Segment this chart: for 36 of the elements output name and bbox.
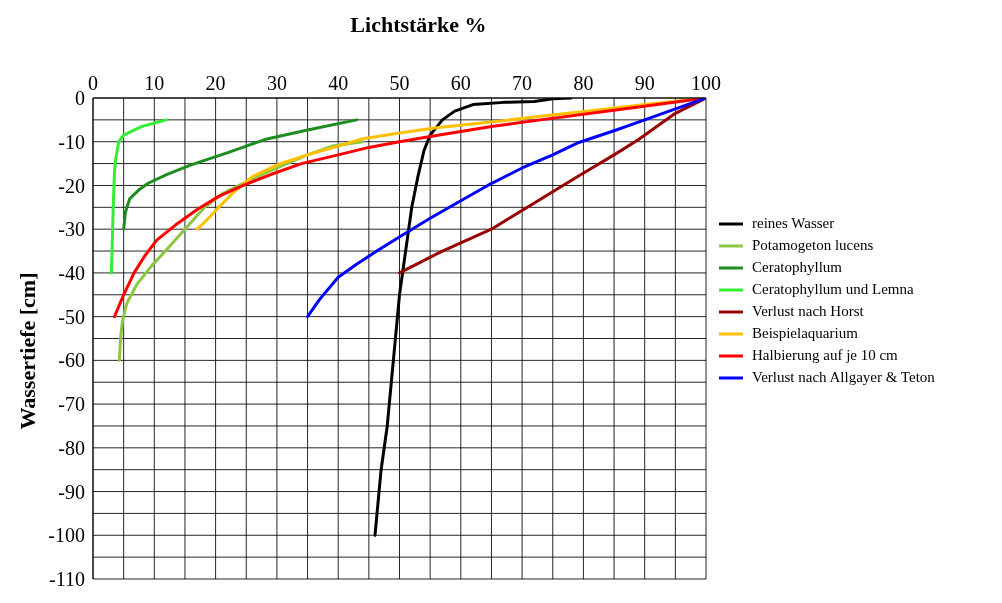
x-tick-label: 20 bbox=[205, 72, 226, 94]
legend-label: Halbierung auf je 10 cm bbox=[752, 347, 898, 364]
y-tick-label: -110 bbox=[49, 568, 85, 591]
legend-label: Potamogeton lucens bbox=[752, 237, 874, 254]
y-tick-label: -80 bbox=[58, 436, 85, 459]
y-tick-label: -40 bbox=[58, 262, 85, 285]
y-tick-label: -20 bbox=[58, 174, 85, 197]
x-tick-label: 60 bbox=[450, 72, 471, 94]
legend-label: Beispielaquarium bbox=[752, 325, 858, 342]
y-tick-label: -100 bbox=[48, 524, 85, 547]
legend-label: Ceratophyllum bbox=[752, 259, 842, 276]
legend-label: reines Wasser bbox=[752, 215, 835, 232]
legend-label: Ceratophyllum und Lemna bbox=[752, 281, 914, 298]
legend-label: Verlust nach Allgayer & Teton bbox=[752, 369, 935, 386]
y-tick-label: -90 bbox=[58, 480, 85, 503]
legend-label: Verlust nach Horst bbox=[752, 303, 864, 320]
x-tick-label: 100 bbox=[691, 72, 721, 94]
x-tick-label: 30 bbox=[266, 72, 287, 94]
x-tick-label: 50 bbox=[389, 72, 410, 94]
line-series bbox=[109, 118, 169, 275]
x-tick-label: 80 bbox=[573, 72, 594, 94]
y-tick-label: -60 bbox=[58, 349, 85, 372]
x-tick-label: 10 bbox=[144, 72, 165, 94]
y-tick-label: 0 bbox=[75, 87, 85, 110]
x-tick-label: 90 bbox=[634, 72, 655, 94]
line-series bbox=[306, 98, 706, 319]
y-tick-label: -30 bbox=[58, 218, 85, 241]
line-series bbox=[122, 118, 359, 231]
y-tick-label: -10 bbox=[58, 130, 85, 153]
line-series bbox=[398, 98, 706, 275]
y-axis-title: Wassertiefe [cm] bbox=[15, 271, 41, 432]
y-tick-label: -50 bbox=[58, 305, 85, 328]
x-tick-label: 40 bbox=[328, 72, 349, 94]
x-axis-title: Lichtstärke % bbox=[349, 12, 488, 38]
y-tick-label: -70 bbox=[58, 393, 85, 416]
x-tick-label: 70 bbox=[512, 72, 533, 94]
